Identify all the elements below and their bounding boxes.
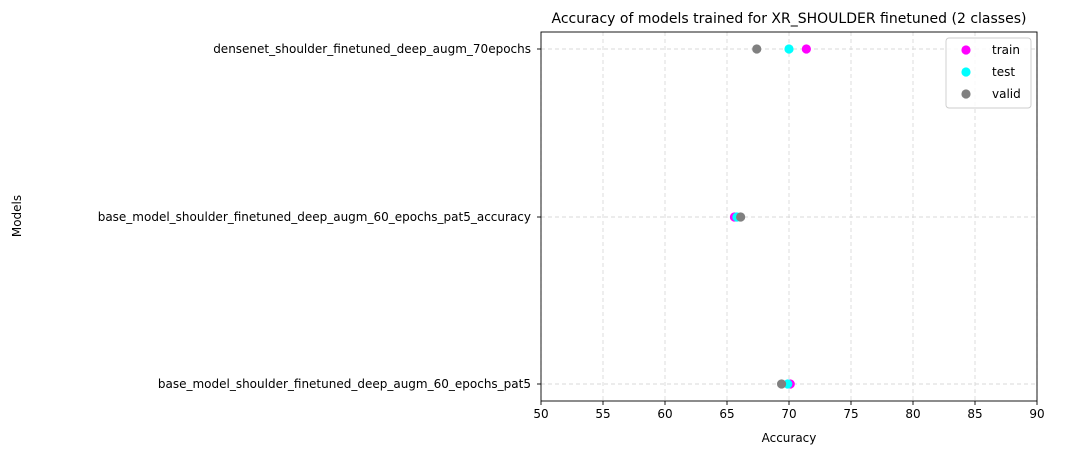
point-train	[801, 44, 811, 54]
x-tick-label: 50	[533, 407, 548, 421]
x-tick-label: 80	[905, 407, 920, 421]
point-test	[784, 44, 794, 54]
plot-frame	[540, 31, 1038, 402]
x-tick-label: 60	[657, 407, 672, 421]
y-tick-label: base_model_shoulder_finetuned_deep_augm_…	[158, 377, 531, 391]
legend-marker-valid	[961, 89, 971, 99]
x-tick-label: 75	[843, 407, 858, 421]
x-axis-label: Accuracy	[762, 431, 817, 445]
legend-label-valid: valid	[992, 87, 1021, 101]
x-tick-label: 90	[1029, 407, 1044, 421]
data-points	[729, 44, 811, 389]
x-tick-label: 55	[595, 407, 610, 421]
point-valid	[736, 212, 746, 222]
legend-marker-train	[961, 45, 971, 55]
y-tick-label: densenet_shoulder_finetuned_deep_augm_70…	[213, 42, 531, 56]
axes: 50 55 60 65 70 75 80 85 90 base_model_shoulder_fi…	[98, 31, 1045, 421]
x-tick-label: 85	[967, 407, 982, 421]
x-tick-label: 70	[781, 407, 796, 421]
legend-label-test: test	[992, 65, 1015, 79]
y-axis-label: Models	[10, 195, 24, 237]
chart-title: Accuracy of models trained for XR_SHOULD…	[552, 11, 1027, 27]
legend: train test valid	[945, 37, 1032, 109]
point-valid	[752, 44, 762, 54]
y-tick-label: base_model_shoulder_finetuned_deep_augm_…	[98, 210, 531, 224]
legend-marker-test	[961, 67, 971, 77]
legend-label-train: train	[992, 43, 1020, 57]
x-tick-label: 65	[719, 407, 734, 421]
point-valid	[776, 379, 787, 389]
